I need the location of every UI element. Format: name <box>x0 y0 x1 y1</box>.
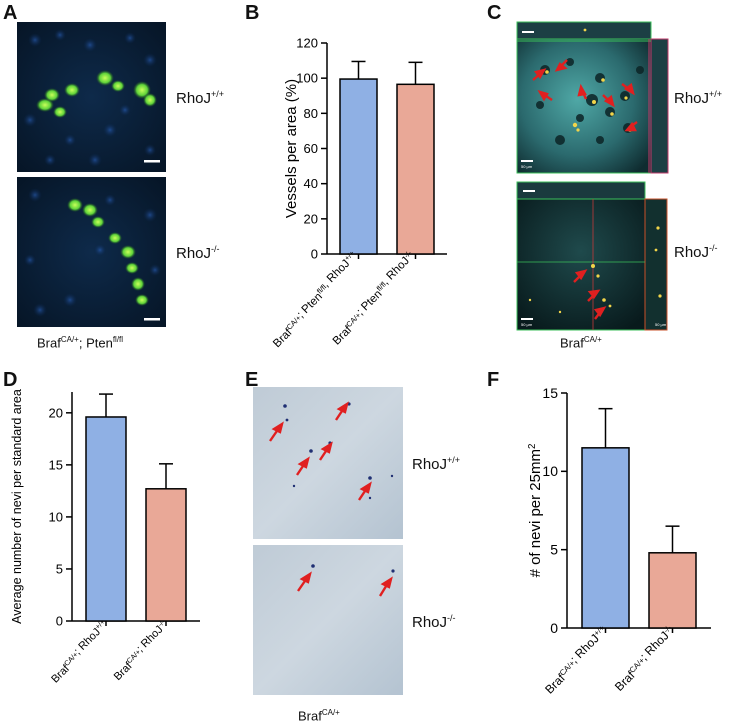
panel-letter-d: D <box>3 369 18 391</box>
panel-a-bottom-cells <box>67 198 149 306</box>
panel-c-label-top: RhoJ+/+ <box>674 89 723 107</box>
panel-a-bottom-nuclei <box>24 188 161 317</box>
chart-f-tick-label: 15 <box>542 385 558 401</box>
chart-f-bar-1 <box>581 447 630 629</box>
chart-b-y-axis-label: Vessels per area (%) <box>283 79 300 218</box>
chart-b-tick-label: 120 <box>296 36 318 51</box>
panel-a-top-cells <box>36 70 157 118</box>
chart-b-tick-label: 40 <box>304 176 318 191</box>
panel-c-top-scale-bar <box>521 160 533 162</box>
panel-a-label-bottom: RhoJ-/- <box>176 244 220 262</box>
panel-a-label-top: RhoJ+/+ <box>176 89 225 107</box>
chart-b-tick-label: 80 <box>304 106 318 121</box>
panel-e-label-top: RhoJ+/+ <box>412 455 461 473</box>
panel-letter-a: A <box>3 2 18 24</box>
chart-b-tick-label: 60 <box>304 141 318 156</box>
panel-e-caption: BrafCA/+ <box>298 708 340 724</box>
panel-a-top-nuclei <box>23 29 157 167</box>
panel-letter-e: E <box>245 369 259 391</box>
chart-d-tick-label: 10 <box>49 509 63 524</box>
chart-d-y-axis-label: Average number of nevi per standard area <box>10 389 24 624</box>
chart-f-tick-label: 5 <box>550 542 558 558</box>
chart-b-tick-label: 100 <box>296 71 318 86</box>
chart-f-tick-label: 10 <box>542 463 558 479</box>
panel-e-bottom-image <box>253 545 403 695</box>
chart-d-bar-2 <box>145 488 187 622</box>
chart-f-y-axis-label-sup: 2 <box>527 444 538 449</box>
panel-c-bottom-yz-strip <box>644 198 668 331</box>
panel-a-caption: BrafCA/+; Ptenfl/fl <box>37 335 124 351</box>
panel-e-label-bottom: RhoJ-/- <box>412 613 456 631</box>
panel-c-label-bottom: RhoJ-/- <box>674 243 718 261</box>
panel-e-top-image <box>253 387 403 539</box>
panel-letter-c: C <box>487 2 502 24</box>
panel-letter-f: F <box>487 369 500 391</box>
chart-f-y-axis-label: # of nevi per 25mm2 <box>527 444 545 578</box>
panel-e-bottom-arrows <box>297 571 393 597</box>
panel-c-bottom-arrows <box>573 269 607 320</box>
panel-c-bottom-strip-scale-bar <box>523 190 535 192</box>
panel-c-top-strip-scale-bar <box>522 31 534 33</box>
panel-a-bottom-scale-bar <box>144 318 160 321</box>
panel-e-bottom-nevi <box>311 564 395 573</box>
panel-c-yz-scale-text: 50 µm <box>655 322 667 327</box>
panel-c-bottom-scale-text: 50 µm <box>521 322 533 327</box>
panel-e-top-nevi <box>283 402 394 500</box>
chart-d-tick-label: 5 <box>56 562 63 577</box>
chart-d-tick-label: 20 <box>49 405 63 420</box>
panel-c-top-yellow-spots <box>545 28 632 132</box>
panel-c-bottom-scale-bar <box>521 318 533 320</box>
panel-c-caption: BrafCA/+ <box>560 335 602 351</box>
chart-f-category-label-2: BrafCA/+; RhoJ-/- <box>609 623 680 694</box>
panel-e-top-arrows <box>269 401 372 501</box>
panel-a-top-scale-bar <box>144 160 160 163</box>
chart-f-tick-label: 0 <box>550 620 558 636</box>
panel-c-bottom-yellow-spots <box>528 226 662 314</box>
chart-b-tick-label: 20 <box>304 211 318 226</box>
chart-b-bar-2 <box>396 83 435 255</box>
panel-c-bottom-image <box>516 198 646 331</box>
panel-c-top-scale-text: 50 µm <box>521 164 533 169</box>
chart-d-tick-label: 15 <box>49 457 63 472</box>
chart-b-tick-label: 0 <box>311 247 318 262</box>
chart-d-tick-label: 0 <box>56 614 63 629</box>
panel-letter-b: B <box>245 2 260 24</box>
panel-c-top-yz-strip <box>650 38 669 174</box>
panel-c-top-arrows <box>532 59 638 132</box>
chart-f-bar-2 <box>648 552 697 629</box>
chart-d-bar-1 <box>85 416 127 622</box>
